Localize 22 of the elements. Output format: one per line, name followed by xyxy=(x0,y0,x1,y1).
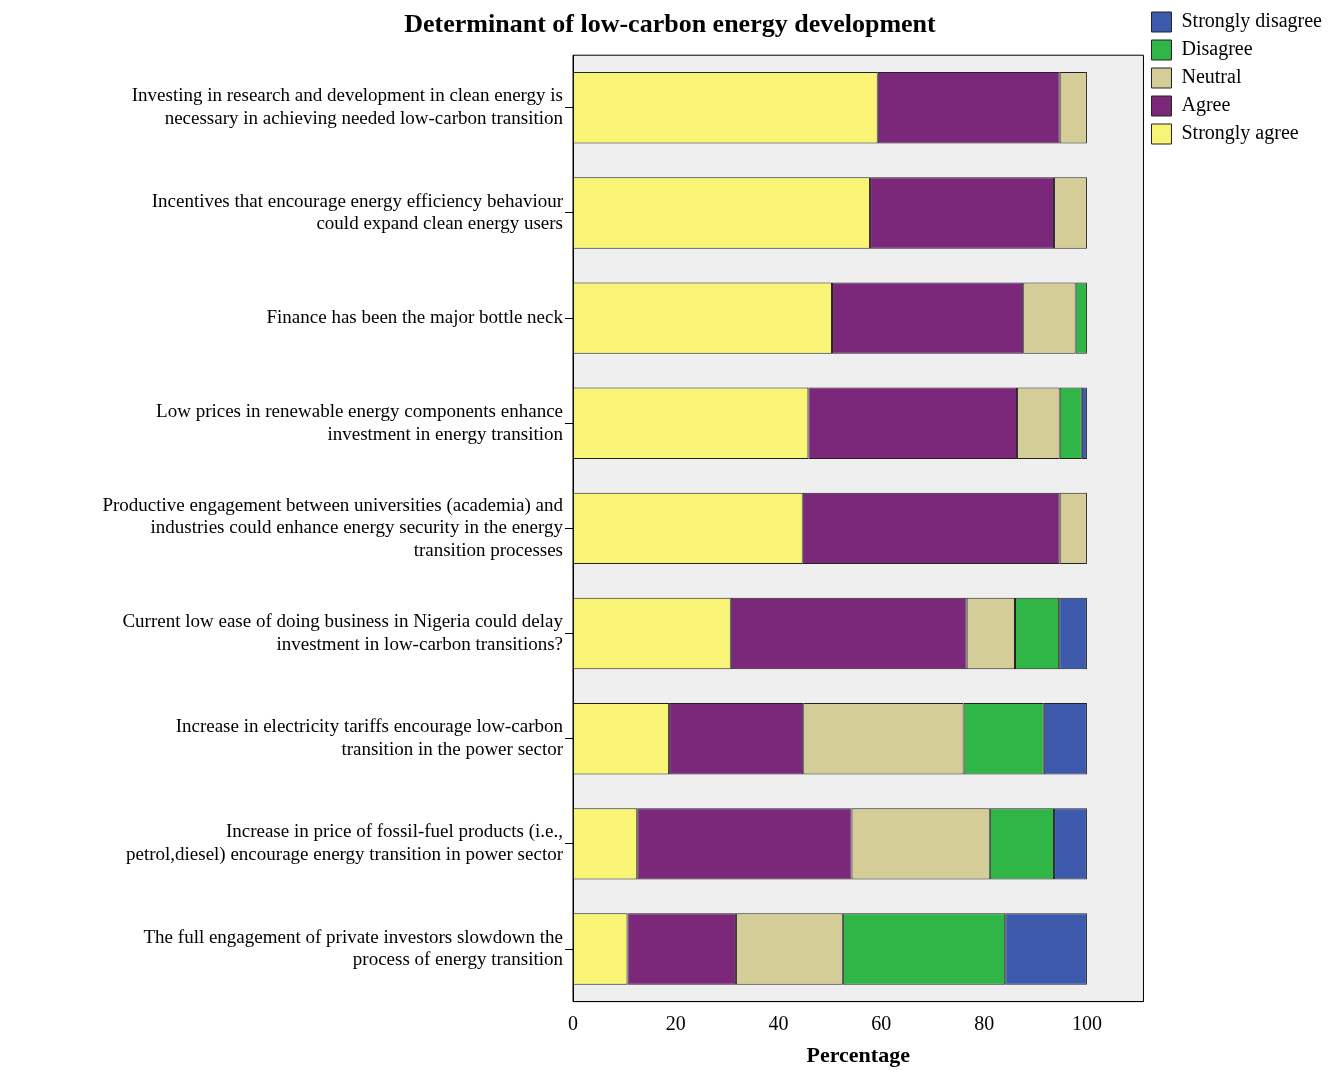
x-tick-label: 20 xyxy=(665,1011,686,1034)
legend-label: Neutral xyxy=(1181,65,1242,88)
legend-label: Strongly disagree xyxy=(1181,9,1323,33)
legend-label: Strongly agree xyxy=(1181,121,1299,145)
y-tick-label: Current low ease of doing business in Nigeria could delay investment in low-carbon transitions? xyxy=(122,610,564,654)
x-axis-title: Percentage xyxy=(806,1042,911,1068)
legend-label: Disagree xyxy=(1181,37,1253,61)
x-tick-label: 60 xyxy=(871,1011,892,1034)
y-tick-label: Finance has been the major bottle neck xyxy=(266,306,564,328)
y-tick-label: Productive engagement between universities (academia) and industries could enhance energy security in the energy transition processes xyxy=(102,493,564,561)
y-tick-label: Incentives that encourage energy efficiency behaviour could expand clean energy users xyxy=(151,189,564,234)
x-tick-label: 100 xyxy=(1071,1011,1102,1034)
x-tick-label: 40 xyxy=(768,1011,789,1034)
y-tick-label: Investing in research and development in clean energy is necessary in achieving needed low-carbon transition xyxy=(131,84,564,129)
y-tick-label: The full engagement of private investors slowdown the process of energy transition xyxy=(143,925,564,970)
x-tick-label: 0 xyxy=(568,1011,578,1034)
y-tick-label: Low prices in renewable energy components enhance investment in energy transition xyxy=(156,399,564,444)
chart-title: Determinant of low-carbon energy development xyxy=(404,9,937,39)
y-tick-label: Increase in price of fossil-fuel products (i.e., petrol,diesel) encourage energy transition in power sector xyxy=(125,820,564,866)
x-tick-label: 80 xyxy=(974,1011,995,1034)
y-tick-label: Increase in electricity tariffs encourage low-carbon transition in the power sector xyxy=(175,715,564,760)
legend-label: Agree xyxy=(1181,93,1231,117)
